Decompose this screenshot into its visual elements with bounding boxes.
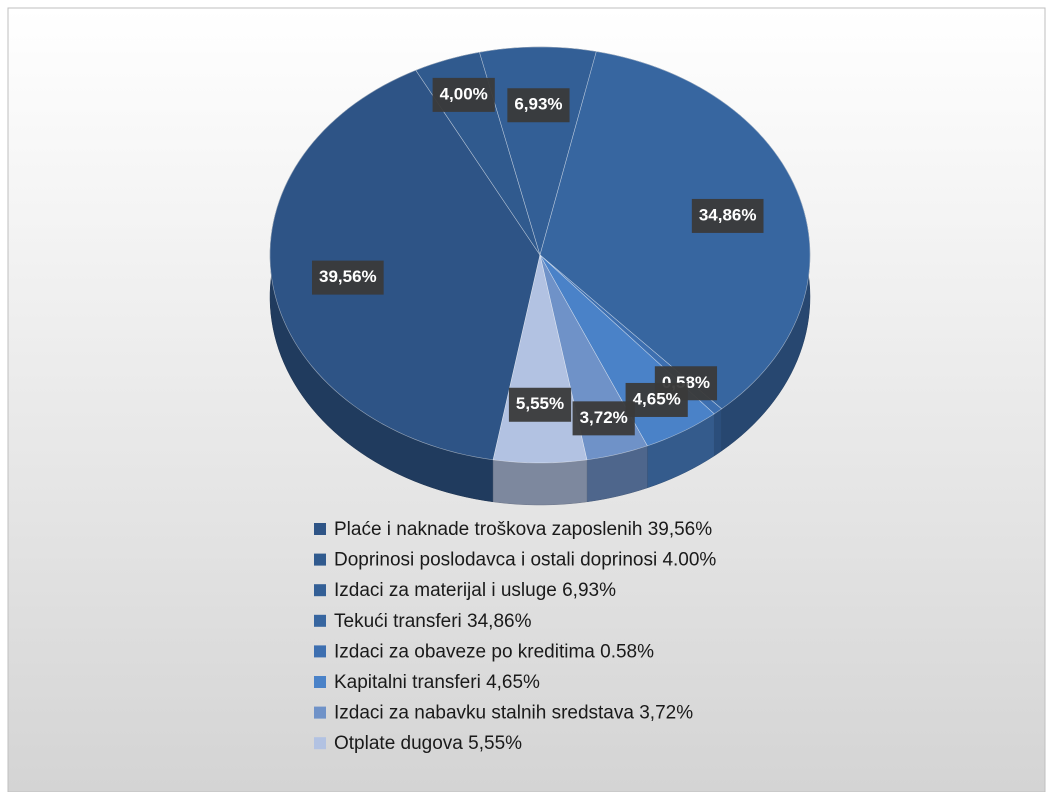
- legend-swatch: [314, 523, 326, 535]
- data-label: 34,86%: [691, 198, 764, 233]
- data-label-text: 6,93%: [514, 95, 562, 114]
- data-label-text: 5,55%: [516, 394, 564, 413]
- data-label-box: [432, 77, 495, 112]
- slice-side: [713, 408, 722, 457]
- legend-label: Izdaci za materijal i usluge 6,93%: [334, 580, 616, 601]
- data-label-box: [311, 260, 384, 295]
- legend-label: Otplate dugova 5,55%: [334, 733, 522, 754]
- data-label-text: 39,56%: [319, 267, 377, 286]
- data-label: 4,65%: [625, 382, 688, 417]
- data-label-box: [625, 382, 688, 417]
- legend-swatch: [314, 706, 326, 719]
- legend-swatch: [314, 584, 326, 597]
- data-label-text: 3,72%: [580, 408, 628, 427]
- data-label: 5,55%: [508, 387, 572, 422]
- data-label-box: [572, 401, 635, 436]
- legend-label: Izdaci za obaveze po kreditima 0.58%: [334, 641, 654, 662]
- legend-label: Doprinosi poslodavca i ostali doprinosi …: [334, 550, 716, 571]
- data-label-text: 4,00%: [440, 84, 488, 103]
- legend-label: Tekući transferi 34,86%: [334, 611, 532, 632]
- data-label: 6,93%: [507, 88, 570, 123]
- legend-swatch: [314, 645, 326, 658]
- data-label: 39,56%: [311, 260, 384, 295]
- data-label: 4,00%: [432, 77, 495, 112]
- data-label-text: 4,65%: [633, 389, 681, 408]
- legend-label: Plaće i naknade troškova zaposlenih 39,5…: [334, 519, 712, 540]
- slice: [269, 69, 541, 461]
- legend-swatch: [314, 614, 326, 627]
- data-label-box: [691, 198, 764, 233]
- legend-swatch: [314, 553, 326, 566]
- legend: Plaće i naknade troškova zaposlenih 39,5…: [314, 519, 716, 754]
- data-label-box: [507, 88, 570, 123]
- data-label: 3,72%: [572, 401, 635, 436]
- legend-label: Kapitalni transferi 4,65%: [334, 672, 540, 693]
- slice-side: [492, 459, 588, 506]
- slice: [539, 51, 811, 410]
- legend-label: Izdaci za nabavku stalnih sredstava 3,72…: [334, 703, 693, 724]
- legend-swatch: [314, 676, 326, 688]
- data-labels: 39,56%4,00%6,93%34,86%0,58%4,65%3,72%5,5…: [311, 77, 764, 436]
- data-label-box: [508, 387, 572, 422]
- data-label-text: 34,86%: [699, 205, 757, 224]
- legend-swatch: [314, 737, 326, 750]
